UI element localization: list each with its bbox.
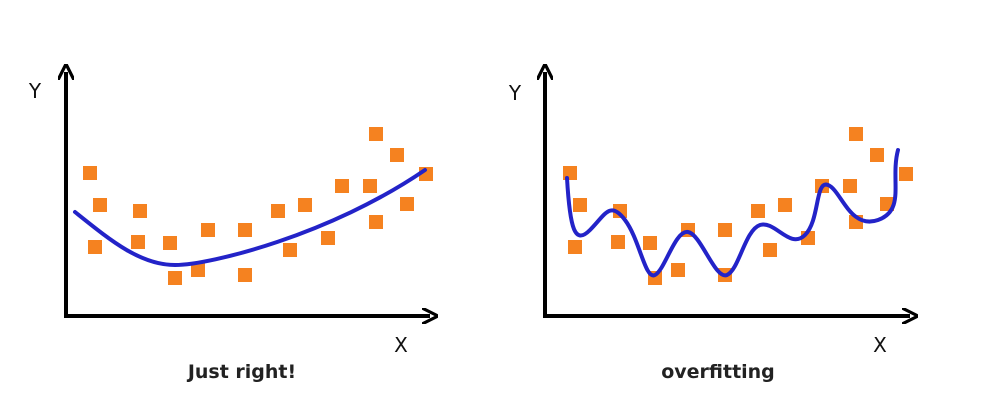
y-axis-label: Y	[28, 79, 42, 103]
data-point	[778, 198, 792, 212]
data-point	[131, 235, 145, 249]
data-point	[238, 223, 252, 237]
data-point	[238, 268, 252, 282]
data-point	[93, 198, 107, 212]
data-point	[643, 236, 657, 250]
data-point	[191, 263, 205, 277]
caption: overfitting	[661, 361, 775, 383]
data-point	[83, 166, 97, 180]
data-point	[849, 127, 863, 141]
data-point	[390, 148, 404, 162]
data-point	[843, 179, 857, 193]
data-point	[611, 235, 625, 249]
data-point	[751, 204, 765, 218]
panel-overfitting: Y X overfitting	[508, 72, 913, 383]
panel-just-right: Y X Just right!	[28, 72, 433, 383]
fit-curve	[565, 148, 900, 278]
data-point	[298, 198, 312, 212]
data-point	[899, 167, 913, 181]
data-point	[870, 148, 884, 162]
data-point	[201, 223, 215, 237]
data-point	[271, 204, 285, 218]
x-axis-label: X	[873, 333, 887, 357]
y-axis-label: Y	[508, 81, 522, 105]
data-point	[321, 231, 335, 245]
data-point	[133, 204, 147, 218]
data-point	[335, 179, 349, 193]
data-point	[400, 197, 414, 211]
data-point	[88, 240, 102, 254]
data-point	[573, 198, 587, 212]
data-point	[369, 215, 383, 229]
data-point	[613, 204, 627, 218]
fit-curve	[73, 168, 427, 268]
data-point	[763, 243, 777, 257]
x-axis-label: X	[394, 333, 408, 357]
data-point	[168, 271, 182, 285]
data-point	[671, 263, 685, 277]
data-point	[568, 240, 582, 254]
data-point	[163, 236, 177, 250]
caption: Just right!	[186, 361, 296, 383]
data-point	[369, 127, 383, 141]
data-point	[363, 179, 377, 193]
data-point	[283, 243, 297, 257]
data-point	[718, 223, 732, 237]
